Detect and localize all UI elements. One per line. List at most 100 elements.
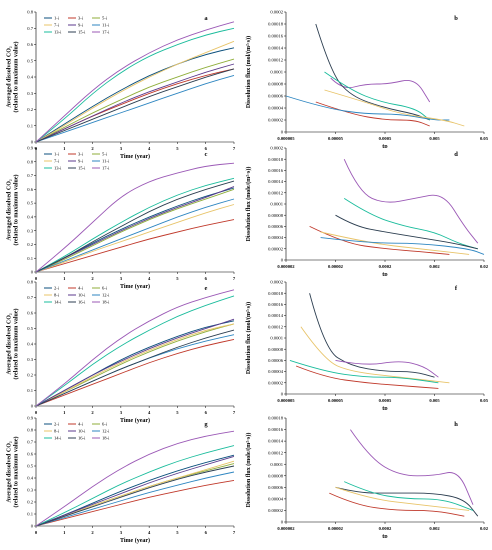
series-line-h-3	[329, 492, 465, 517]
series-line-4-i	[35, 338, 235, 407]
y-tick-label: 0.5	[27, 326, 33, 331]
x-tick-label: 0.05	[480, 136, 489, 141]
y-tick-label: 0.00008	[268, 82, 284, 87]
y-tick-label: 0.00002	[268, 118, 284, 123]
legend-label: 9-i	[78, 159, 84, 164]
legend-label: 4-i	[78, 422, 84, 427]
legend-label: 3-i	[78, 16, 84, 21]
y-tick-label: 0.0001	[270, 70, 283, 75]
series-line-f-3	[289, 359, 439, 384]
legend-label: 8-i	[54, 429, 60, 434]
x-tick-label: 3	[120, 530, 123, 535]
y-tick-label: 0.00016	[268, 427, 284, 432]
legend-label: 10-i	[78, 293, 86, 298]
series-line-13-i	[35, 177, 235, 273]
series-line-d-1	[343, 198, 478, 250]
panel-letter: f	[455, 285, 458, 292]
x-tick-label: 2	[91, 146, 94, 151]
x-axis-label: Time (year)	[120, 537, 150, 544]
panel-letter: d	[454, 151, 458, 158]
y-tick-label: 0.0001	[270, 462, 283, 467]
x-tick-label: 6	[205, 410, 208, 415]
series-line-9-i	[35, 63, 235, 143]
x-tick-label: 1	[63, 530, 66, 535]
y-tick-label: 0.4	[27, 214, 33, 219]
y-tick-label: 0.00002	[268, 508, 284, 513]
x-tick-label: 1	[63, 410, 66, 415]
legend-label: 18-i	[102, 300, 110, 305]
series-line-h-4	[335, 486, 470, 511]
y-tick-label: 0.00012	[268, 58, 284, 63]
panel-letter: a	[204, 15, 208, 22]
series-line-b-4	[285, 95, 450, 121]
series-line-h-1	[335, 486, 479, 517]
series-line-d-4	[320, 231, 470, 255]
x-tick-label: 6	[205, 276, 208, 281]
y-axis-label: (related to maximum value)	[13, 41, 20, 112]
x-tick-label: 0.0002	[379, 526, 392, 531]
y-tick-label: 0.6	[27, 311, 33, 316]
series-line-d-5	[320, 237, 485, 255]
x-tick-label: 5	[176, 410, 179, 415]
series-line-4-i	[35, 479, 235, 527]
legend-label: 15-i	[78, 166, 86, 171]
y-axis-label: Dissolution flux (mole/(m²·s))	[245, 433, 252, 508]
series-line-12-i	[35, 334, 235, 407]
y-tick-label: 0.00014	[268, 179, 284, 184]
series-line-f-2	[335, 359, 439, 378]
y-tick-label: 0.5	[27, 464, 33, 469]
y-tick-label: 0.0001	[270, 336, 283, 341]
panel-letter: h	[454, 421, 458, 428]
x-tick-label: 3	[120, 276, 123, 281]
y-tick-label: 0	[31, 404, 34, 409]
series-line-18-i	[35, 289, 235, 407]
series-line-15-i	[35, 180, 235, 273]
legend-label: 14-i	[54, 300, 62, 305]
series-line-14-i	[35, 295, 235, 407]
series-line-9-i	[35, 186, 235, 273]
series-line-10-i	[35, 318, 235, 407]
y-tick-label: 0.6	[27, 42, 33, 47]
series-line-15-i	[35, 68, 235, 143]
y-axis-label: Dissolution flux (mol/(m²·s))	[245, 36, 252, 108]
legend-label: 4-i	[78, 286, 84, 291]
y-tick-label: 0	[281, 130, 284, 135]
legend-label: 13-i	[54, 30, 62, 35]
x-tick-label: 4	[148, 276, 151, 281]
legend-label: 16-i	[78, 300, 86, 305]
series-line-12-i	[35, 471, 235, 527]
x-axis-label: Time (year)	[120, 283, 150, 290]
legend-label: 1-i	[54, 16, 60, 21]
y-tick-label: 0.00002	[268, 246, 284, 251]
series-line-d-0	[343, 159, 479, 244]
panel-letter: e	[205, 285, 208, 292]
x-tick-label: 5	[176, 146, 179, 151]
y-tick-label: 0	[31, 140, 34, 145]
y-tick-label: 0	[31, 524, 34, 529]
y-tick-label: 0.00006	[268, 358, 284, 363]
series-line-h-0	[350, 429, 474, 505]
y-tick-label: 0.00012	[268, 324, 284, 329]
series-line-2-i	[35, 454, 235, 527]
y-tick-label: 0.00016	[268, 168, 284, 173]
y-tick-label: 0.0002	[270, 280, 283, 285]
series-line-b-5	[324, 89, 465, 127]
y-tick-label: 0.00006	[268, 485, 284, 490]
y-axis-label: Averaged dissolved CO₂	[7, 313, 13, 375]
series-line-11-i	[35, 74, 235, 143]
y-tick-label: 0	[281, 258, 284, 263]
legend-label: 15-i	[78, 30, 86, 35]
panel-a: 0 0.1 0.2 0.3 0.4 0.5 0.6 0.7 0.8 0 1 2 3 4 5 6 7 Time (y…	[7, 10, 236, 160]
y-axis-label: (related to maximum value)	[13, 308, 20, 379]
legend-label: 6-i	[102, 422, 108, 427]
x-tick-label: 6	[205, 146, 208, 151]
panel-g: 0 0.1 0.2 0.3 0.4 0.5 0.6 0.7 0.8 0.9 0 1 2 3 4 5 6 7 Time…	[7, 416, 236, 544]
legend-label: 2-i	[54, 286, 60, 291]
legend-label: 7-i	[54, 159, 60, 164]
x-tick-label: 1	[63, 276, 66, 281]
panel-d: 0 0.00002 0.00004 0.00006 0.00008 0.0001 0.000…	[245, 146, 489, 278]
y-tick-label: 0.4	[27, 342, 33, 347]
panel-letter: b	[454, 15, 458, 22]
x-tick-label: 0	[35, 276, 38, 281]
x-axis-label: Time (year)	[120, 417, 150, 424]
